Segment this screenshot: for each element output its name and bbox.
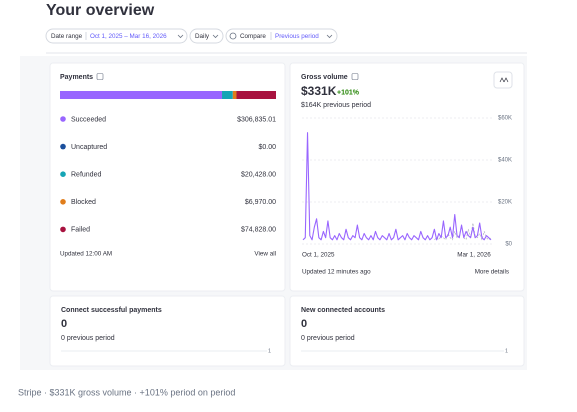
bar-segment <box>60 91 223 99</box>
row-label: Blocked <box>71 199 96 206</box>
legend-dot <box>60 199 66 205</box>
metric-value: 0 <box>61 318 67 330</box>
y-tick-label: $60K <box>498 116 512 122</box>
x-tick-label: Oct 1, 2025 <box>302 252 335 259</box>
legend-dot <box>60 171 66 177</box>
previous-value: 0 previous period <box>61 335 115 342</box>
page-title: Your overview <box>46 2 155 19</box>
series-line <box>302 132 492 241</box>
gross-volume-value: $331K <box>301 84 337 98</box>
caption: Stripe · $331K gross volume · +101% peri… <box>18 387 235 397</box>
card-title: Gross volume <box>301 74 348 81</box>
row-label: Uncaptured <box>71 144 107 151</box>
filter-value: Daily <box>195 33 210 40</box>
y-tick-label: $20K <box>498 200 512 206</box>
row-label: Succeeded <box>71 116 106 123</box>
chevron <box>326 34 333 39</box>
row-label: Failed <box>71 227 90 234</box>
legend-dot <box>60 143 66 150</box>
updated-text: Updated 12 minutes ago <box>302 269 371 276</box>
filter-value: Oct 1, 2025 – Mar 16, 2026 <box>90 33 167 40</box>
row-label: Refunded <box>71 172 101 179</box>
filter-label: Date range <box>51 33 83 40</box>
previous-value: 0 previous period <box>301 335 355 342</box>
row-amount: $0.00 <box>258 144 276 151</box>
metric-card <box>49 295 286 367</box>
chevron <box>177 34 184 39</box>
bar-segment <box>222 91 233 99</box>
payments-card <box>49 62 286 292</box>
change-badge: +101% <box>337 89 360 96</box>
more-details-link[interactable]: More details <box>475 269 509 276</box>
info-icon <box>96 73 104 80</box>
metric-value: 0 <box>301 318 307 330</box>
row-amount: $306,835.01 <box>237 116 276 123</box>
row-amount: $20,428.00 <box>241 172 276 179</box>
card-title: New connected accounts <box>301 307 385 314</box>
legend-dot <box>60 116 66 122</box>
row-amount: $74,828.00 <box>241 227 276 234</box>
x-tick-label: Mar 1, 2026 <box>457 252 491 259</box>
row-amount: $6,970.00 <box>245 199 276 206</box>
metric-card <box>289 295 525 367</box>
y-tick-label: $40K <box>498 158 512 164</box>
bar-segment <box>232 91 237 99</box>
previous-value: $164K previous period <box>301 102 371 109</box>
axis-label: 1 <box>268 348 271 354</box>
info-icon <box>351 73 359 80</box>
interval-filter[interactable] <box>189 28 224 44</box>
card-title: Payments <box>60 74 93 81</box>
y-tick-label: $0 <box>505 242 512 248</box>
button-icon <box>499 77 509 83</box>
filter-value: Previous period <box>275 33 319 40</box>
chevron <box>212 34 219 39</box>
compare-icon <box>229 32 237 40</box>
card-title: Connect successful payments <box>61 307 162 314</box>
legend-dot <box>60 226 66 233</box>
view-all-link[interactable]: View all <box>254 251 276 258</box>
axis-label: 1 <box>505 348 508 354</box>
date-range-filter[interactable] <box>45 28 188 44</box>
compare-filter[interactable] <box>225 28 338 44</box>
filter-label: Compare <box>240 33 266 40</box>
updated-text: Updated 12:00 AM <box>60 251 112 258</box>
bar-segment <box>236 91 276 99</box>
